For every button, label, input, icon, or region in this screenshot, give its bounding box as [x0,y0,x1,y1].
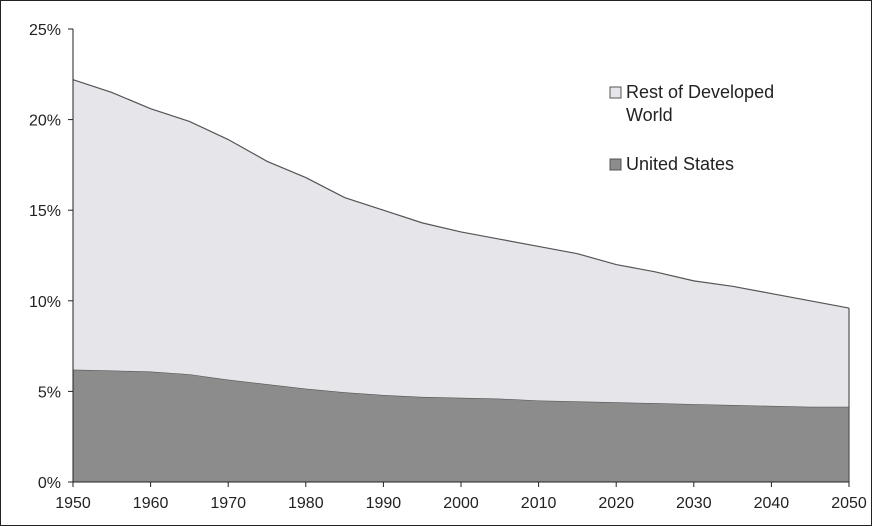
y-tick-label: 5% [38,384,61,401]
x-tick-label: 1960 [133,495,169,512]
area-united-states [73,369,849,482]
x-tick-label: 2050 [831,495,867,512]
legend-label: United States [626,154,734,174]
x-tick-label: 1990 [366,495,402,512]
area-rest-of-developed-world [73,79,849,407]
x-tick-label: 1950 [55,495,91,512]
line-rest-of-developed-world [72,79,850,309]
x-tick-label: 1980 [288,495,324,512]
y-tick-label: 25% [29,22,61,39]
y-axis-ticks: 0% 5% 10% 15% 20% 25% [29,22,73,492]
y-tick-label: 15% [29,203,61,220]
x-tick-label: 2040 [754,495,790,512]
y-tick-label: 10% [29,294,61,311]
x-tick-label: 2000 [443,495,479,512]
x-tick-label: 2010 [521,495,557,512]
x-tick-label: 2030 [676,495,712,512]
legend-label: World [626,105,673,125]
x-axis-ticks: 1950 1960 1970 1980 1990 2000 2010 2020 2030 2040… [55,482,867,512]
legend-swatch [609,86,622,99]
legend: Rest of Developed World United States [609,82,774,174]
legend-swatch [609,158,622,171]
x-tick-label: 2020 [598,495,634,512]
legend-label: Rest of Developed [626,82,774,102]
y-tick-label: 0% [38,475,61,492]
x-tick-label: 1970 [210,495,246,512]
area-layer [72,79,850,482]
y-tick-label: 20% [29,113,61,130]
